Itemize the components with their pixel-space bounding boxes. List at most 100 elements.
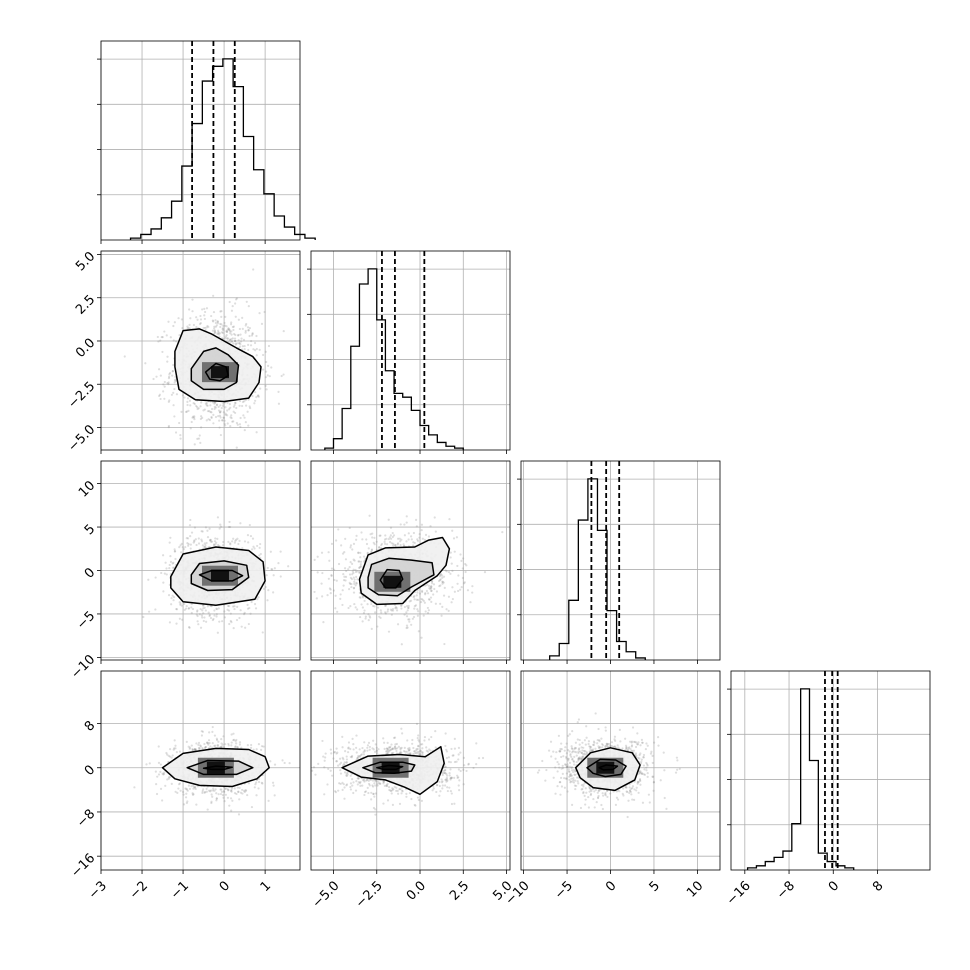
scatter-point: [232, 605, 235, 608]
scatter-point: [226, 328, 229, 332]
scatter-point: [196, 437, 199, 441]
scatter-point: [230, 787, 234, 790]
scatter-point: [245, 300, 248, 303]
scatter-point: [218, 414, 222, 417]
scatter-point: [199, 417, 202, 421]
scatter-point: [199, 441, 202, 444]
scatter-point: [201, 416, 204, 420]
scatter-point: [201, 616, 204, 619]
scatter-point: [234, 315, 237, 318]
scatter-point: [352, 542, 356, 545]
scatter-point: [222, 324, 225, 327]
scatter-point: [415, 594, 418, 597]
scatter-point: [366, 749, 369, 752]
scatter-point: [266, 599, 269, 602]
scatter-point: [204, 402, 207, 405]
contour-2sigma: [174, 328, 262, 403]
scatter-point: [229, 323, 233, 326]
scatter-point: [390, 542, 393, 545]
scatter-point: [444, 569, 447, 572]
scatter-point: [250, 743, 253, 747]
scatter-point: [349, 544, 353, 547]
scatter-point: [432, 583, 436, 586]
scatter-point: [354, 606, 357, 609]
scatter-point: [248, 334, 251, 338]
scatter-point: [232, 537, 235, 540]
scatter-point: [259, 387, 262, 390]
scatter-point: [193, 443, 196, 446]
scatter-point: [233, 541, 236, 544]
scatter-point: [386, 610, 389, 613]
scatter-point: [216, 537, 219, 540]
scatter-point: [221, 419, 224, 422]
scatter-point: [373, 536, 376, 539]
scatter-point: [229, 797, 233, 800]
scatter-point: [217, 332, 220, 335]
scatter-point: [157, 368, 161, 371]
scatter-point: [228, 804, 231, 807]
scatter-point: [226, 422, 229, 425]
scatter-point: [243, 347, 246, 351]
scatter-point: [373, 795, 376, 798]
scatter-point: [168, 373, 171, 376]
scatter-point: [236, 423, 239, 426]
scatter-point: [401, 732, 404, 735]
scatter-point: [219, 523, 222, 526]
scatter-point: [390, 743, 393, 746]
scatter-point: [195, 316, 198, 319]
scatter-point: [177, 787, 180, 790]
scatter-point: [236, 537, 239, 540]
scatter-point: [218, 335, 221, 338]
scatter-point: [221, 331, 224, 335]
scatter-point: [174, 379, 177, 383]
scatter-point: [391, 531, 394, 535]
scatter-point: [219, 410, 222, 413]
scatter-point: [441, 605, 444, 609]
scatter-point: [193, 539, 196, 542]
scatter-point: [432, 593, 435, 596]
scatter-point: [427, 738, 431, 741]
scatter-point: [162, 590, 165, 593]
scatter-point: [451, 586, 454, 589]
scatter-point: [231, 325, 234, 329]
scatter-point: [459, 751, 462, 754]
scatter-point: [413, 595, 416, 598]
scatter-point: [180, 542, 183, 545]
scatter-point: [234, 343, 238, 346]
scatter-point: [158, 393, 161, 396]
scatter-point: [158, 394, 161, 398]
scatter-point: [396, 623, 400, 626]
scatter-point: [159, 787, 163, 790]
scatter-point: [339, 597, 342, 600]
scatter-point: [257, 787, 260, 790]
scatter-point: [247, 782, 251, 785]
scatter-point: [200, 426, 203, 429]
scatter-point: [407, 618, 410, 621]
scatter-point: [365, 542, 369, 546]
scatter-point: [355, 538, 358, 541]
scatter-point: [238, 743, 242, 746]
scatter-point: [216, 332, 219, 335]
scatter-point: [417, 610, 420, 613]
scatter-point: [440, 614, 443, 617]
scatter-point: [353, 582, 356, 586]
scatter-point: [361, 596, 365, 599]
scatter-point: [349, 774, 352, 777]
scatter-point: [171, 370, 174, 373]
scatter-point: [173, 548, 176, 551]
scatter-point: [203, 314, 206, 317]
scatter-point: [219, 325, 222, 329]
scatter-point: [363, 793, 366, 797]
scatter-point: [359, 556, 362, 559]
scatter-point: [211, 329, 214, 332]
scatter-point: [167, 424, 171, 428]
scatter-point: [370, 627, 373, 630]
scatter-point: [171, 594, 174, 597]
scatter-point: [383, 540, 386, 543]
scatter-point: [349, 560, 352, 564]
scatter-point: [168, 541, 171, 544]
scatter-point: [262, 587, 266, 590]
scatter-point: [348, 526, 351, 530]
scatter-point: [222, 329, 225, 332]
scatter-point: [451, 569, 454, 572]
